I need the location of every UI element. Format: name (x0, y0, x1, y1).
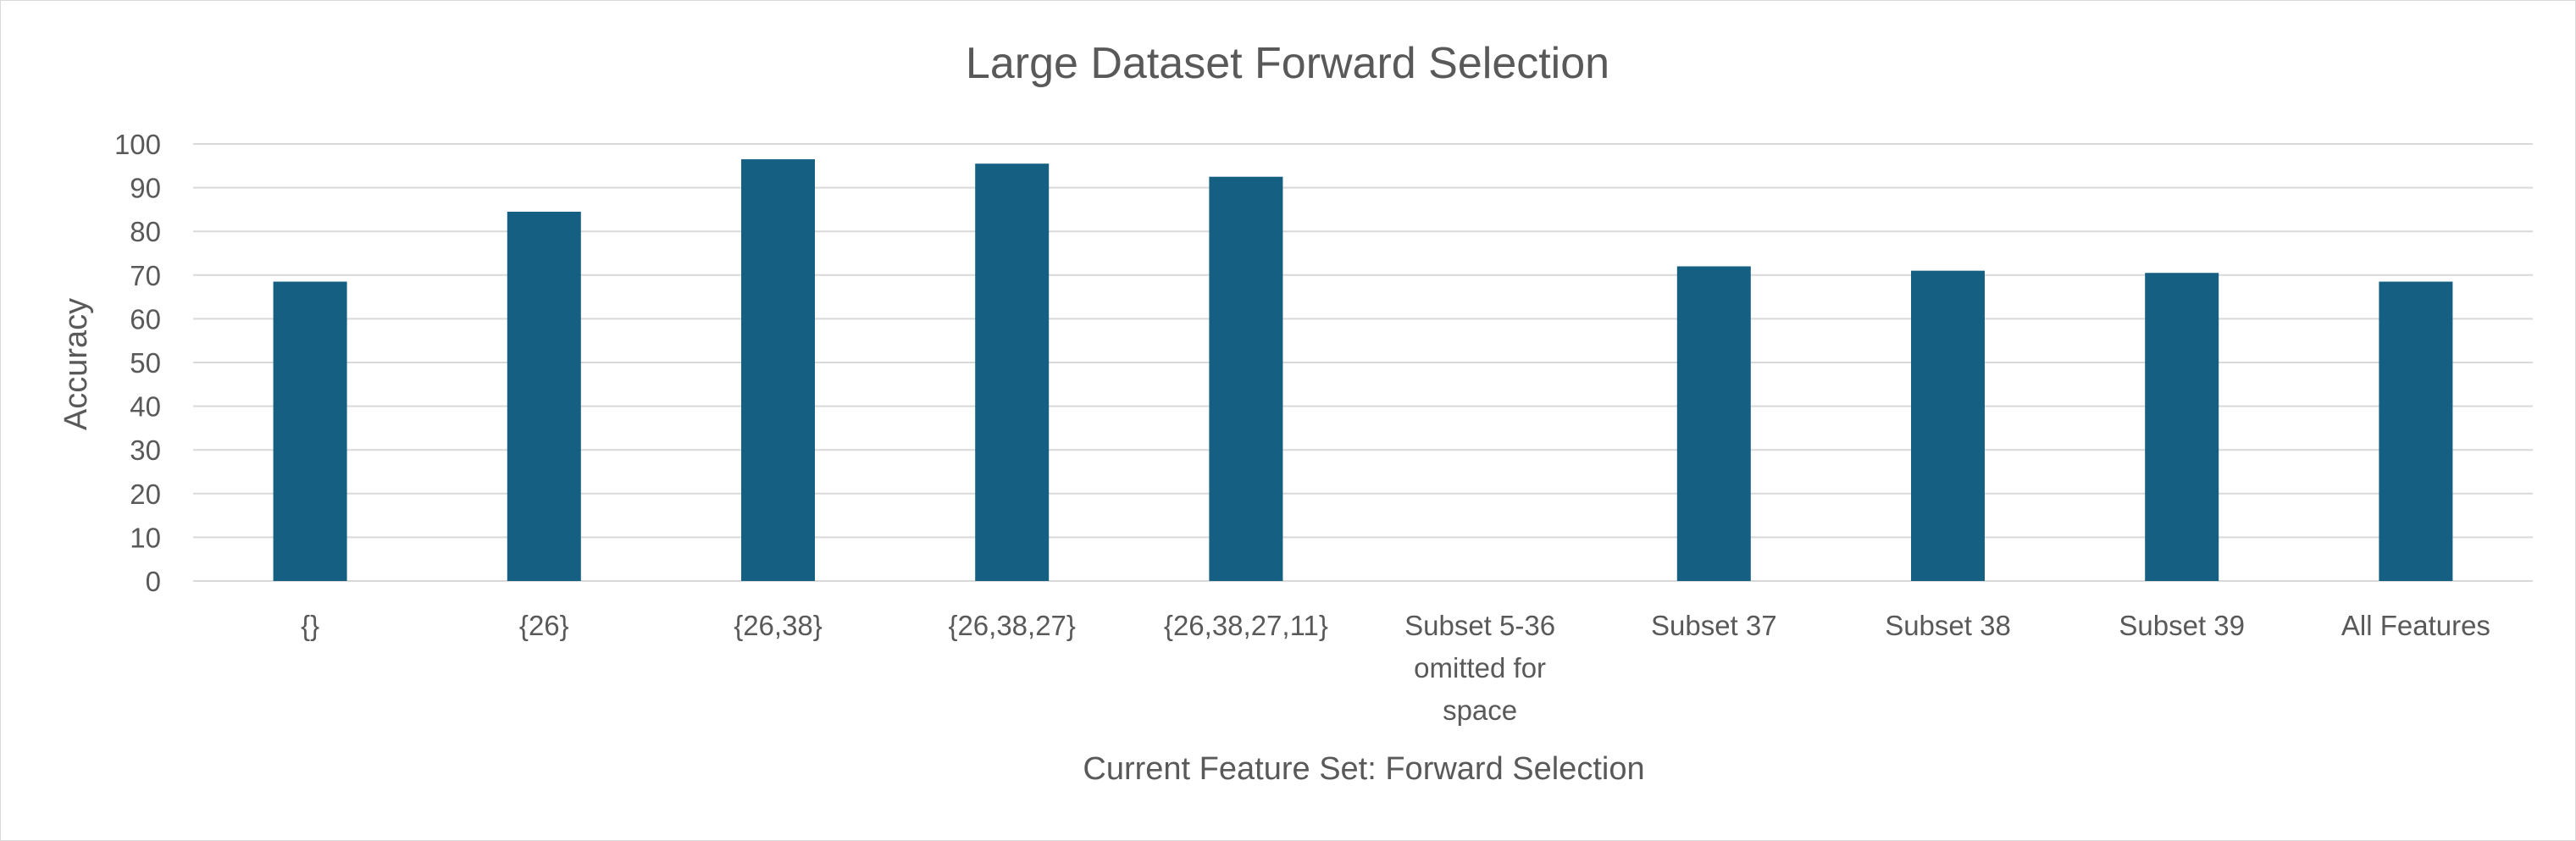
y-axis-ticks: 0 10 20 30 40 50 60 70 80 90 100 (114, 129, 161, 597)
y-tick-label: 50 (130, 347, 161, 379)
x-tick-label: All Features (2341, 610, 2490, 641)
x-tick-label: Subset 39 (2119, 610, 2245, 641)
x-tick-label: Subset 37 (1651, 610, 1777, 641)
y-tick-label: 0 (146, 566, 161, 597)
y-tick-label: 60 (130, 303, 161, 335)
bar (507, 211, 581, 582)
y-tick-label: 100 (114, 129, 161, 160)
gridlines (193, 143, 2533, 582)
y-tick-label: 90 (130, 173, 161, 204)
bar (2379, 281, 2453, 581)
x-tick-label: {} (301, 610, 319, 641)
x-tick-label: {26,38} (734, 610, 823, 641)
x-tick-label: {26} (519, 610, 569, 641)
y-tick-label: 30 (130, 434, 161, 466)
y-tick-label: 40 (130, 391, 161, 423)
bar (1911, 270, 1985, 581)
chart-title: Large Dataset Forward Selection (966, 39, 1609, 88)
bar (741, 159, 815, 581)
x-axis-label: Current Feature Set: Forward Selection (1083, 751, 1644, 787)
bar (273, 281, 347, 581)
x-tick-label: {26,38,27,11} (1164, 610, 1328, 641)
bar (975, 163, 1050, 581)
bars (273, 159, 2453, 582)
x-tick-label: {26,38,27} (948, 610, 1076, 641)
y-tick-label: 10 (130, 522, 161, 553)
y-tick-label: 20 (130, 479, 161, 510)
bar (1676, 266, 1751, 581)
y-axis-label: Accuracy (58, 298, 94, 430)
x-tick-label: Subset 5-36 omitted for space (1404, 610, 1555, 726)
x-axis-ticks: {} {26} {26,38} {26,38,27} {26,38,27,11} Subs… (301, 610, 2490, 726)
y-tick-label: 80 (130, 216, 161, 247)
x-tick-label: Subset 38 (1885, 610, 2011, 641)
bar (1209, 176, 1283, 581)
y-tick-label: 70 (130, 260, 161, 291)
bar (2145, 273, 2219, 581)
